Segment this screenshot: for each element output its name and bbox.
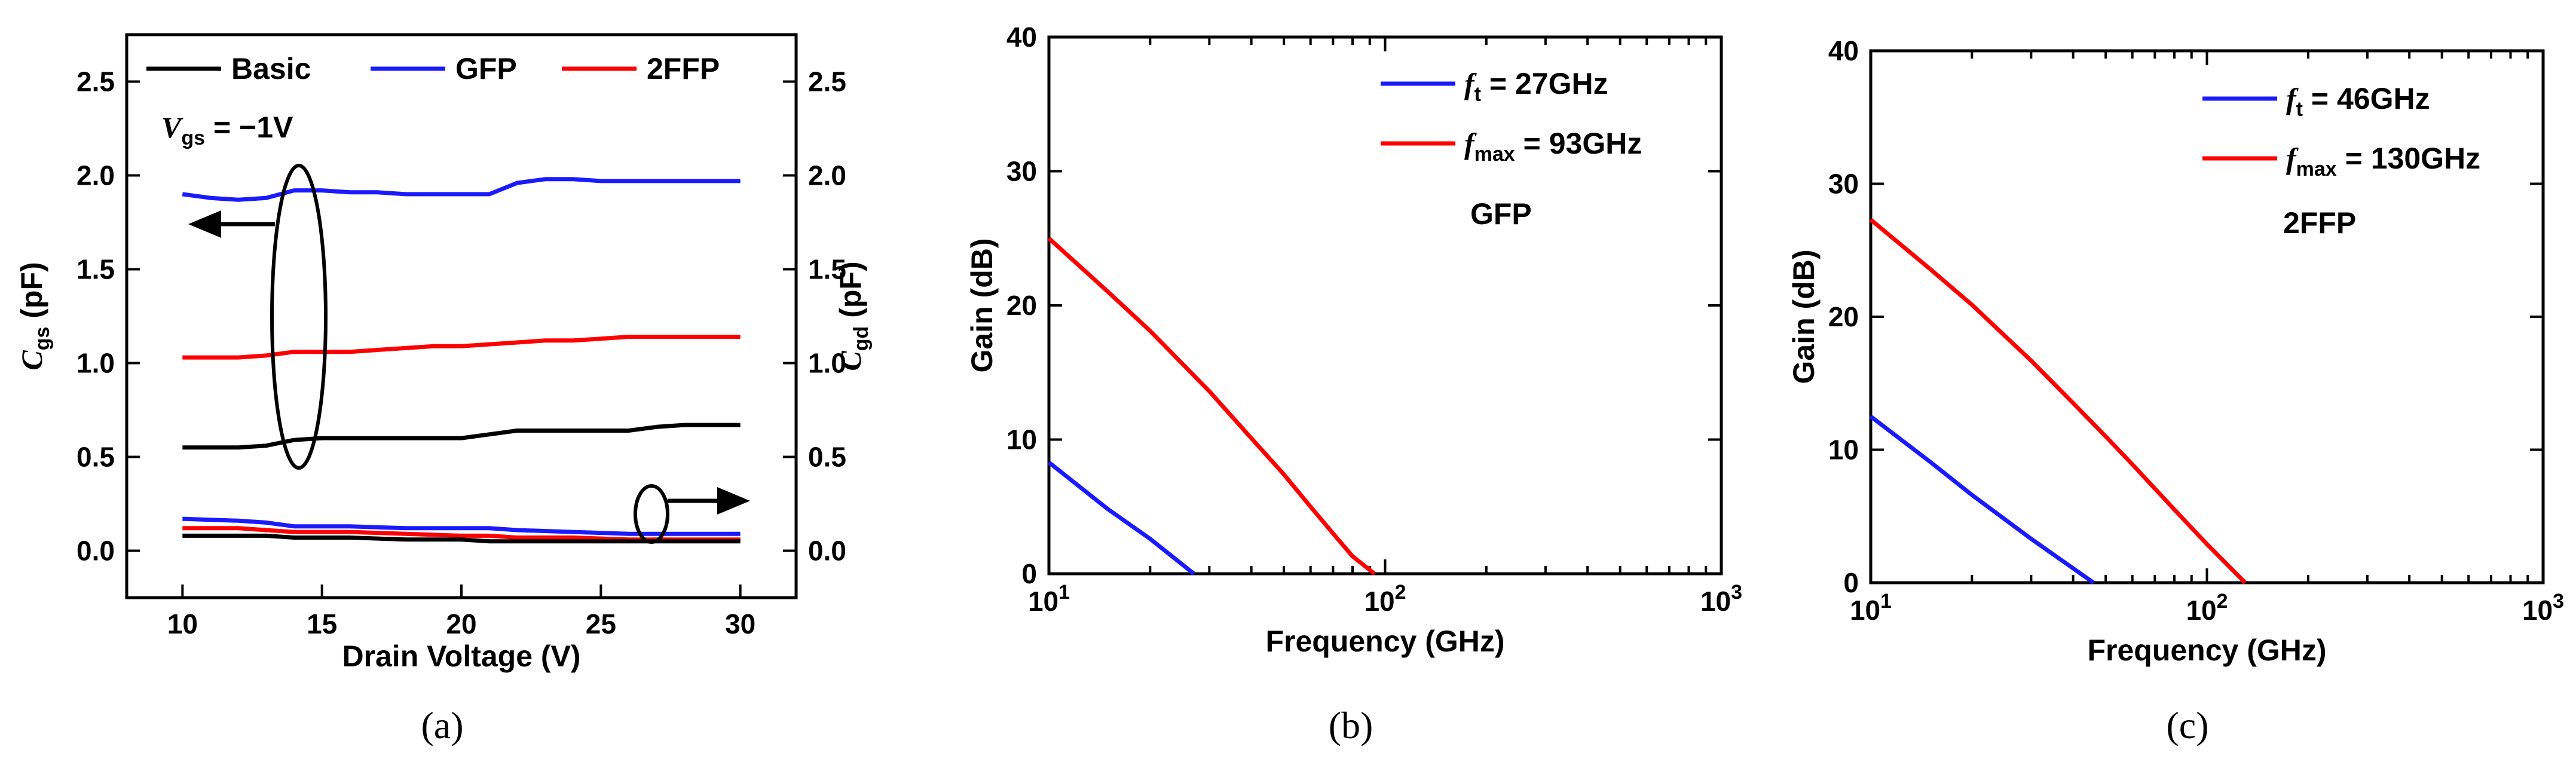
x-axis-label: Frequency (GHz) xyxy=(2087,634,2326,667)
y-tick-label: 10 xyxy=(1006,424,1037,455)
series-line xyxy=(1047,460,1195,576)
x-tick-label: 25 xyxy=(586,608,616,639)
y-tick-label-right: 1.0 xyxy=(808,348,846,379)
caption-b: (b) xyxy=(1329,704,1373,746)
panel-a-chart: 10 15 20 25 30 0.0 0.0 0.5 0.5 1.0 1.0 1.5 1.5 2.0 2.0… xyxy=(15,33,873,673)
x-tick-label: 101 xyxy=(1028,581,1070,617)
series-line xyxy=(182,177,741,202)
cgs-group-ellipse xyxy=(270,164,328,470)
left-arrowhead xyxy=(188,210,221,238)
series-line xyxy=(1047,237,1376,576)
y-tick-label: 10 xyxy=(1828,434,1859,466)
x-axis-label: Drain Voltage (V) xyxy=(342,639,580,673)
series-line xyxy=(182,335,741,360)
x-tick-label: 20 xyxy=(446,608,476,639)
y-axis-label-left: Cgs (pF) xyxy=(15,262,54,370)
y-axis-label: Gain (dB) xyxy=(1787,250,1821,384)
legend-label: GFP xyxy=(455,52,517,85)
caption-a: (a) xyxy=(421,704,463,746)
plot-frame xyxy=(1047,35,1723,576)
y-tick-label: 30 xyxy=(1828,169,1859,200)
legend-label: Basic xyxy=(231,52,311,85)
panel-c-chart: 101 102 103 0 10 20 30 40 Frequency (GHz) Gain (d… xyxy=(1787,35,2564,667)
y-tick-label-right: 0.5 xyxy=(808,442,846,473)
legend-label: 2FFP xyxy=(647,52,720,85)
series-line xyxy=(182,533,741,544)
x-tick-label: 30 xyxy=(725,608,755,639)
y-tick-label: 40 xyxy=(1006,22,1037,53)
y-tick-label: 0 xyxy=(1021,558,1037,589)
y-tick-label-left: 1.5 xyxy=(77,254,115,285)
device-label: GFP xyxy=(1470,197,1532,231)
y-tick-label-left: 1.0 xyxy=(77,348,115,379)
legend-label: ft = 27GHz xyxy=(1464,67,1608,106)
vgs-annotation: Vgs = −1V xyxy=(161,111,293,149)
plot-frame xyxy=(1869,49,2545,584)
y-axis-label: Gain (dB) xyxy=(965,238,999,373)
legend-label: ft = 46GHz xyxy=(2286,82,2430,121)
y-tick-label-left: 0.0 xyxy=(77,535,115,567)
x-axis-label: Frequency (GHz) xyxy=(1265,625,1504,658)
y-tick-label-right: 0.0 xyxy=(808,535,846,567)
cgd-group-ellipse xyxy=(634,484,669,544)
series-line xyxy=(182,516,741,536)
x-tick-label: 102 xyxy=(2186,590,2228,626)
series-line xyxy=(1869,218,2247,584)
x-tick-label: 10 xyxy=(167,608,198,639)
legend-label: fmax = 130GHz xyxy=(2286,142,2480,180)
y-tick-label: 30 xyxy=(1006,156,1037,187)
y-tick-label: 40 xyxy=(1828,35,1859,66)
y-tick-label-right: 2.5 xyxy=(808,66,846,97)
legend-label: fmax = 93GHz xyxy=(1464,127,1642,166)
x-tick-label: 103 xyxy=(2522,590,2564,626)
series-line xyxy=(1869,415,2095,584)
x-tick-label: 15 xyxy=(307,608,337,639)
panel-b-chart: 101 102 103 0 10 20 30 40 Frequency (GHz) Gain (d… xyxy=(965,22,1742,658)
y-tick-label-right: 2.0 xyxy=(808,160,846,191)
y-tick-label-left: 2.0 xyxy=(77,160,115,191)
y-tick-label: 0 xyxy=(1843,567,1859,598)
x-tick-label: 102 xyxy=(1364,581,1406,617)
y-tick-label: 20 xyxy=(1828,301,1859,332)
y-tick-label-left: 0.5 xyxy=(77,442,115,473)
y-tick-label: 20 xyxy=(1006,290,1037,321)
y-tick-label-left: 2.5 xyxy=(77,66,115,97)
y-tick-label-right: 1.5 xyxy=(808,254,846,285)
x-tick-label: 101 xyxy=(1850,590,1892,626)
caption-c: (c) xyxy=(2166,704,2208,746)
device-label: 2FFP xyxy=(2283,206,2356,240)
series-line xyxy=(182,423,741,450)
y-axis-label-right: Cgd (pF) xyxy=(834,261,873,371)
right-arrowhead xyxy=(717,487,750,515)
x-tick-label: 103 xyxy=(1700,581,1742,617)
